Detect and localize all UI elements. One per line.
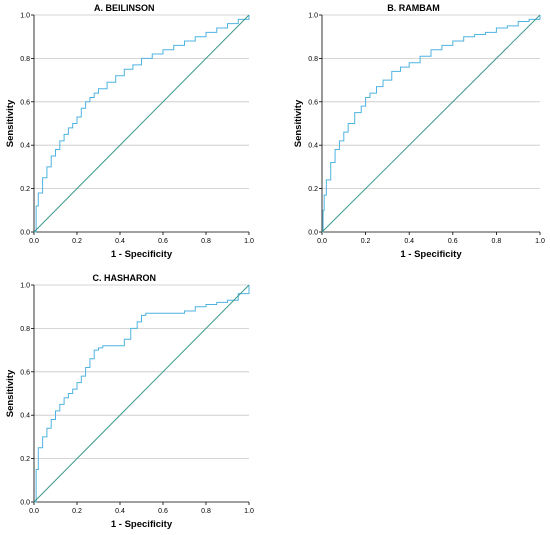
chart-1-reference-line [33, 14, 250, 233]
chart-2-y-tick-label: 0.4 [308, 143, 318, 150]
chart-1-y-tick-label: 0.0 [20, 230, 30, 237]
chart-3-y-tick-label: 1.0 [20, 283, 30, 290]
chart-2-y-tick-label: 0.2 [308, 186, 318, 193]
chart-3-y-tick-label: 0.0 [20, 500, 30, 507]
chart-3-x-tick-label: 0.2 [72, 508, 82, 515]
chart-2-x-tick-label: 0.6 [448, 238, 458, 245]
chart-1-x-tick-label: 0.8 [201, 238, 211, 245]
chart-3-x-tick-label: 1.0 [244, 508, 254, 515]
chart-1-y-tick-label: 0.4 [20, 143, 30, 150]
chart-1-y-axis-label: Sensitivity [5, 99, 16, 147]
chart-3-x-tick-label: 0.4 [115, 508, 125, 515]
chart-1-title: A. BEILINSON [94, 3, 155, 13]
chart-3-y-tick-label: 0.8 [20, 326, 30, 333]
chart-2-x-tick-label: 0.8 [492, 238, 502, 245]
chart-2-y-tick-label: 0.8 [308, 56, 318, 63]
chart-3-reference-line [33, 284, 250, 503]
chart-1-roc-curve [34, 15, 250, 233]
chart-3-x-tick-label: 0.6 [158, 508, 168, 515]
chart-3-y-tick-label: 0.6 [20, 369, 30, 376]
chart-2-roc-curve [322, 15, 541, 233]
chart-3-y-tick-label: 0.4 [20, 413, 30, 420]
chart-2-x-axis-label: 1 - Specificity [400, 249, 462, 260]
chart-2-y-tick-label: 0.6 [308, 99, 318, 106]
chart-1-y-tick-label: 0.6 [20, 99, 30, 106]
chart-1-y-tick-label: 1.0 [20, 13, 30, 20]
chart-1-x-tick-label: 0.4 [115, 238, 125, 245]
chart-2-y-axis-label: Sensitivity [293, 99, 304, 147]
chart-3-y-axis-label: Sensitivity [5, 369, 16, 417]
chart-2-title: B. RAMBAM [387, 3, 440, 13]
chart-1-x-axis-label: 1 - Specificity [111, 249, 173, 260]
chart-3-roc-curve [34, 285, 250, 503]
chart-3-y-tick-label: 0.2 [20, 456, 30, 463]
chart-2-x-tick-label: 0.2 [361, 238, 371, 245]
chart-3-x-tick-label: 0.0 [29, 508, 39, 515]
chart-3-x-tick-label: 0.8 [201, 508, 211, 515]
chart-1-x-tick-label: 1.0 [244, 238, 254, 245]
chart-2-x-tick-label: 0.0 [317, 238, 327, 245]
chart-1-x-tick-label: 0.2 [72, 238, 82, 245]
chart-1-x-tick-label: 0.6 [158, 238, 168, 245]
chart-1-x-tick-label: 0.0 [29, 238, 39, 245]
chart-1-y-tick-label: 0.2 [20, 186, 30, 193]
chart-2-x-tick-label: 1.0 [535, 238, 545, 245]
chart-2-x-tick-label: 0.4 [404, 238, 414, 245]
chart-3-x-axis-label: 1 - Specificity [111, 519, 173, 530]
chart-2-reference-line [321, 14, 541, 233]
chart-1-y-tick-label: 0.8 [20, 56, 30, 63]
chart-3-title: C. HASHARON [93, 273, 157, 283]
chart-2-y-tick-label: 0.0 [308, 230, 318, 237]
chart-2-y-tick-label: 1.0 [308, 13, 318, 20]
